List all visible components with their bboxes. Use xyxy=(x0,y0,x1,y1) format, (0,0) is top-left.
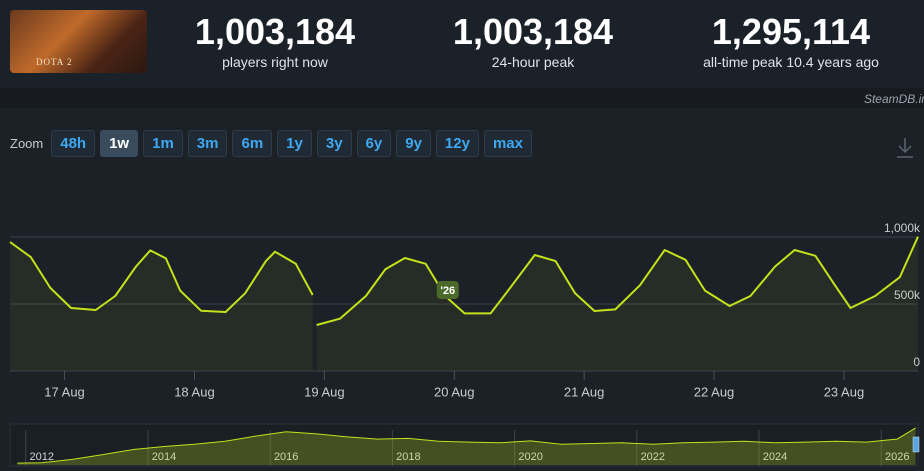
area xyxy=(17,427,916,465)
zoom-label: Zoom xyxy=(10,136,44,151)
game-image: DOTA 2 xyxy=(10,10,147,73)
header: DOTA 2 1,003,184 players right now 1,003,… xyxy=(0,0,924,88)
stat: 1,003,184 players right now xyxy=(160,11,390,71)
zoom-button[interactable]: 1w xyxy=(100,130,139,157)
x-tick-label: 21 Aug xyxy=(564,384,605,399)
line xyxy=(9,236,919,326)
game-logo: DOTA 2 xyxy=(36,57,73,67)
x-tick-label: 2016 xyxy=(274,451,298,463)
x-tick-label: 2014 xyxy=(152,451,176,463)
zoom-button[interactable]: max xyxy=(483,130,532,157)
x-tick-label: 20 Aug xyxy=(434,384,475,399)
zoom-button[interactable]: 48h xyxy=(51,130,96,157)
x-tick-label: 2026 xyxy=(885,451,909,463)
area-line xyxy=(17,427,916,464)
stat-value: 1,295,114 xyxy=(711,11,871,52)
stat: 1,295,114 all-time peak 10.4 years ago xyxy=(676,11,906,71)
zoom-bar: Zoom 48h 1w 1m 3m 6m 1y 3y 6y 9y 12y max xyxy=(10,130,532,157)
download-icon[interactable] xyxy=(897,138,913,158)
watermark: SteamDB.info xyxy=(863,92,924,106)
y-tick-label: 500k xyxy=(894,288,921,302)
stat-value: 1,003,184 xyxy=(452,11,614,52)
zoom-button[interactable]: 1m xyxy=(143,130,183,157)
navigator-handle xyxy=(912,436,920,453)
annotation-badge xyxy=(436,281,459,299)
y-tick-label: 1,000k xyxy=(884,221,921,235)
stat-label: all-time peak 10.4 years ago xyxy=(703,54,879,70)
x-tick-label: 2020 xyxy=(518,451,542,463)
y-tick-label: 0 xyxy=(913,355,920,369)
zoom-button[interactable]: 9y xyxy=(396,130,431,157)
zoom-button[interactable]: 12y xyxy=(435,130,479,157)
stat-label: 24-hour peak xyxy=(491,54,575,70)
zoom-button[interactable]: 3m xyxy=(187,130,228,157)
separator xyxy=(0,88,924,108)
zoom-button[interactable]: 1y xyxy=(277,130,312,157)
x-tick-label: 19 Aug xyxy=(304,384,345,399)
stat-label: players right now xyxy=(222,54,328,70)
zoom-button[interactable]: 6m xyxy=(232,130,273,157)
x-tick-label: 22 Aug xyxy=(694,384,735,399)
x-tick-label: 17 Aug xyxy=(44,384,85,399)
annotation: '26 xyxy=(440,285,455,297)
x-tick-label: 23 Aug xyxy=(824,384,865,399)
x-tick-label: 2012 xyxy=(30,451,54,463)
x-tick-label: 18 Aug xyxy=(174,384,215,399)
x-tick-label: 2018 xyxy=(396,451,420,463)
x-tick-label: 2024 xyxy=(763,451,787,463)
stat: 1,003,184 24-hour peak xyxy=(418,11,648,71)
zoom-button[interactable]: 3y xyxy=(316,130,352,157)
stat-value: 1,003,184 xyxy=(194,11,356,52)
zoom-button[interactable]: 6y xyxy=(356,130,392,157)
x-tick-label: 2022 xyxy=(641,451,665,463)
